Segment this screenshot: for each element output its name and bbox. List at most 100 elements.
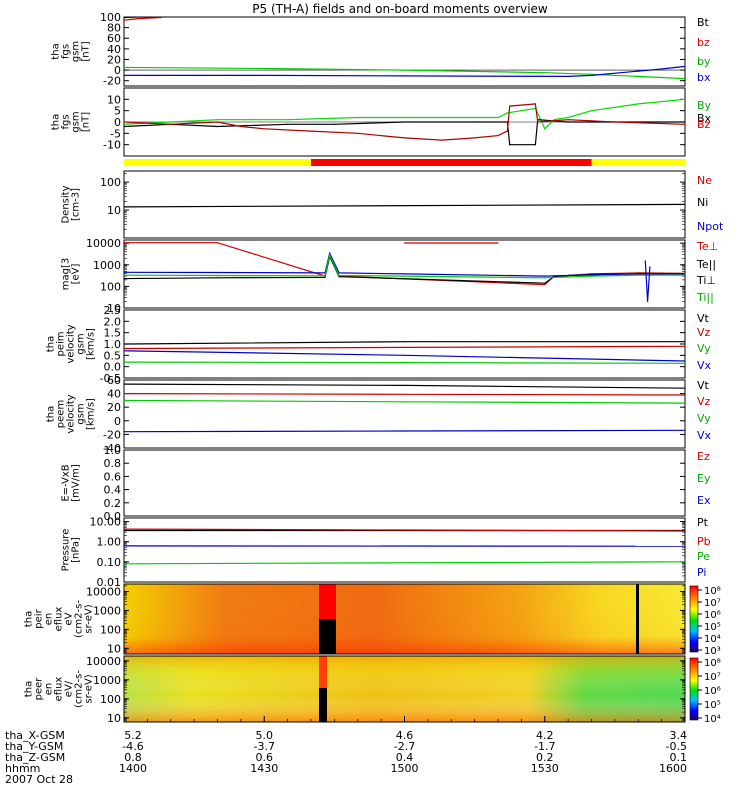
data-point <box>216 271 219 274</box>
spectrogram-peir-event-upper <box>319 584 336 619</box>
panel-3-ylabel: Density [cm-3] <box>61 185 82 223</box>
colorbar-tick-label: 10⁶ <box>704 686 721 697</box>
legend-entry: Ex <box>697 494 711 507</box>
data-point <box>403 116 406 119</box>
series-ti-spike <box>644 260 651 302</box>
data-point <box>684 77 685 80</box>
data-point <box>403 242 406 244</box>
data-point <box>263 128 265 130</box>
legend-entry: Vy <box>697 342 711 355</box>
data-point <box>124 74 125 76</box>
data-point <box>637 274 639 276</box>
data-point <box>357 116 359 119</box>
spectrogram-frame <box>123 583 686 655</box>
series-ti- <box>124 253 685 279</box>
series-group <box>124 383 685 433</box>
spectrogram-2-ylabel-line: peer <box>34 677 45 701</box>
panel-frame <box>123 309 686 379</box>
legend-entry: Bx <box>697 112 712 125</box>
data-point <box>637 103 639 105</box>
data-point <box>684 65 685 67</box>
data-point <box>338 274 340 277</box>
legend-entry: Pt <box>697 516 709 529</box>
colorbar <box>689 657 699 721</box>
data-point <box>684 273 685 275</box>
panel-1-ylabel-line: fgs <box>61 44 72 59</box>
data-point <box>403 346 406 348</box>
panel-2-ylabel-line: tha <box>51 114 62 130</box>
panel-7-ytick-label: 0.4 <box>104 484 122 497</box>
data-point <box>324 276 326 279</box>
data-point <box>534 144 537 146</box>
data-point <box>567 75 569 78</box>
series-group <box>124 203 685 208</box>
data-point <box>124 383 125 385</box>
legend-entry: Vt <box>697 379 710 392</box>
x-row-label: tha_X-GSM <box>5 729 65 742</box>
panel-7-ylabel-line: [mV/m] <box>71 464 82 502</box>
data-point <box>544 275 546 277</box>
data-point <box>497 242 499 244</box>
panel-5-ytick-label: 0.5 <box>104 349 122 362</box>
panel-4-legend: Te⊥ Te|| Ti⊥ Ti|| <box>696 240 718 304</box>
panel-7-ylabel-line: E=-VxB <box>61 464 72 501</box>
panel-1-ylabel-line: gsm <box>71 41 82 62</box>
data-point <box>124 431 125 433</box>
x-row-label: tha_Z-GSM <box>5 751 65 764</box>
data-point <box>403 341 406 343</box>
data-point <box>160 17 162 19</box>
data-point <box>403 275 406 277</box>
data-point <box>403 75 406 77</box>
data-point <box>124 393 125 395</box>
spectrogram-2-ylabel-line: eV/ <box>64 680 75 697</box>
data-point <box>403 69 406 71</box>
data-point <box>684 394 685 396</box>
panel-5-ylabel-line: peim <box>56 331 67 356</box>
data-point <box>520 110 522 112</box>
panel-4-ylabel-line: mag[3 <box>61 258 72 290</box>
x-tick-label-y: -1.7 <box>534 740 555 753</box>
panel-5-ytick-label: 2.0 <box>104 315 122 328</box>
panel-7-ytick-label: 0.2 <box>104 497 122 510</box>
panel-7: 1.00.80.60.40.20.0 E=-VxB [mV/m] Ez Ey Ex <box>61 444 711 523</box>
x-tick-label-x: 4.6 <box>396 729 414 742</box>
data-point <box>544 284 546 286</box>
panel-1-ytick-label: 0 <box>114 64 121 77</box>
panel-1-ytick-label: 100 <box>100 11 121 24</box>
data-point <box>450 116 452 119</box>
series-group <box>124 98 685 146</box>
legend-entry: Vx <box>697 429 712 442</box>
data-point <box>124 242 125 244</box>
x-row-label: hhmm <box>5 762 40 775</box>
panel-5-ylabel-line: gsm <box>76 333 87 354</box>
date-label: 2007 Oct 28 <box>5 773 73 786</box>
series-group <box>124 242 685 303</box>
legend-entry: Npot <box>697 220 724 233</box>
data-point <box>590 110 593 112</box>
data-point <box>329 254 331 256</box>
x-tick-label-z: 0.4 <box>396 751 414 764</box>
figure-title: P5 (TH-A) fields and on-board moments ov… <box>252 2 548 16</box>
legend-entry: bz <box>697 36 710 49</box>
panel-6-ytick-label: -20 <box>103 428 121 441</box>
spectrogram-1-ylabel-line: peir <box>34 608 45 628</box>
legend-entry: Vt <box>697 312 710 325</box>
series-group <box>124 528 685 565</box>
data-point <box>506 130 508 132</box>
series-bt <box>124 17 162 19</box>
legend-entry: Vz <box>697 395 711 408</box>
spectrogram-2: 10000 1000 100 10 tha peer en eflux eV/(cm2-s-sr… <box>24 655 721 725</box>
panel-2-ylabel-line: [nT] <box>81 112 92 132</box>
data-point <box>124 277 125 280</box>
data-point <box>124 206 125 208</box>
data-point <box>684 345 685 347</box>
panel-7-ytick-label: 0.6 <box>104 470 122 483</box>
panel-4-ytick-label: 100 <box>100 280 121 293</box>
data-point <box>590 274 593 276</box>
panel-2-ytick-label: -10 <box>103 139 121 152</box>
panel-frame <box>123 449 686 517</box>
spectrogram-2-ylabel-line: (cm2-s- <box>74 670 85 708</box>
x-tick-label-hhmm: 1400 <box>119 762 147 775</box>
